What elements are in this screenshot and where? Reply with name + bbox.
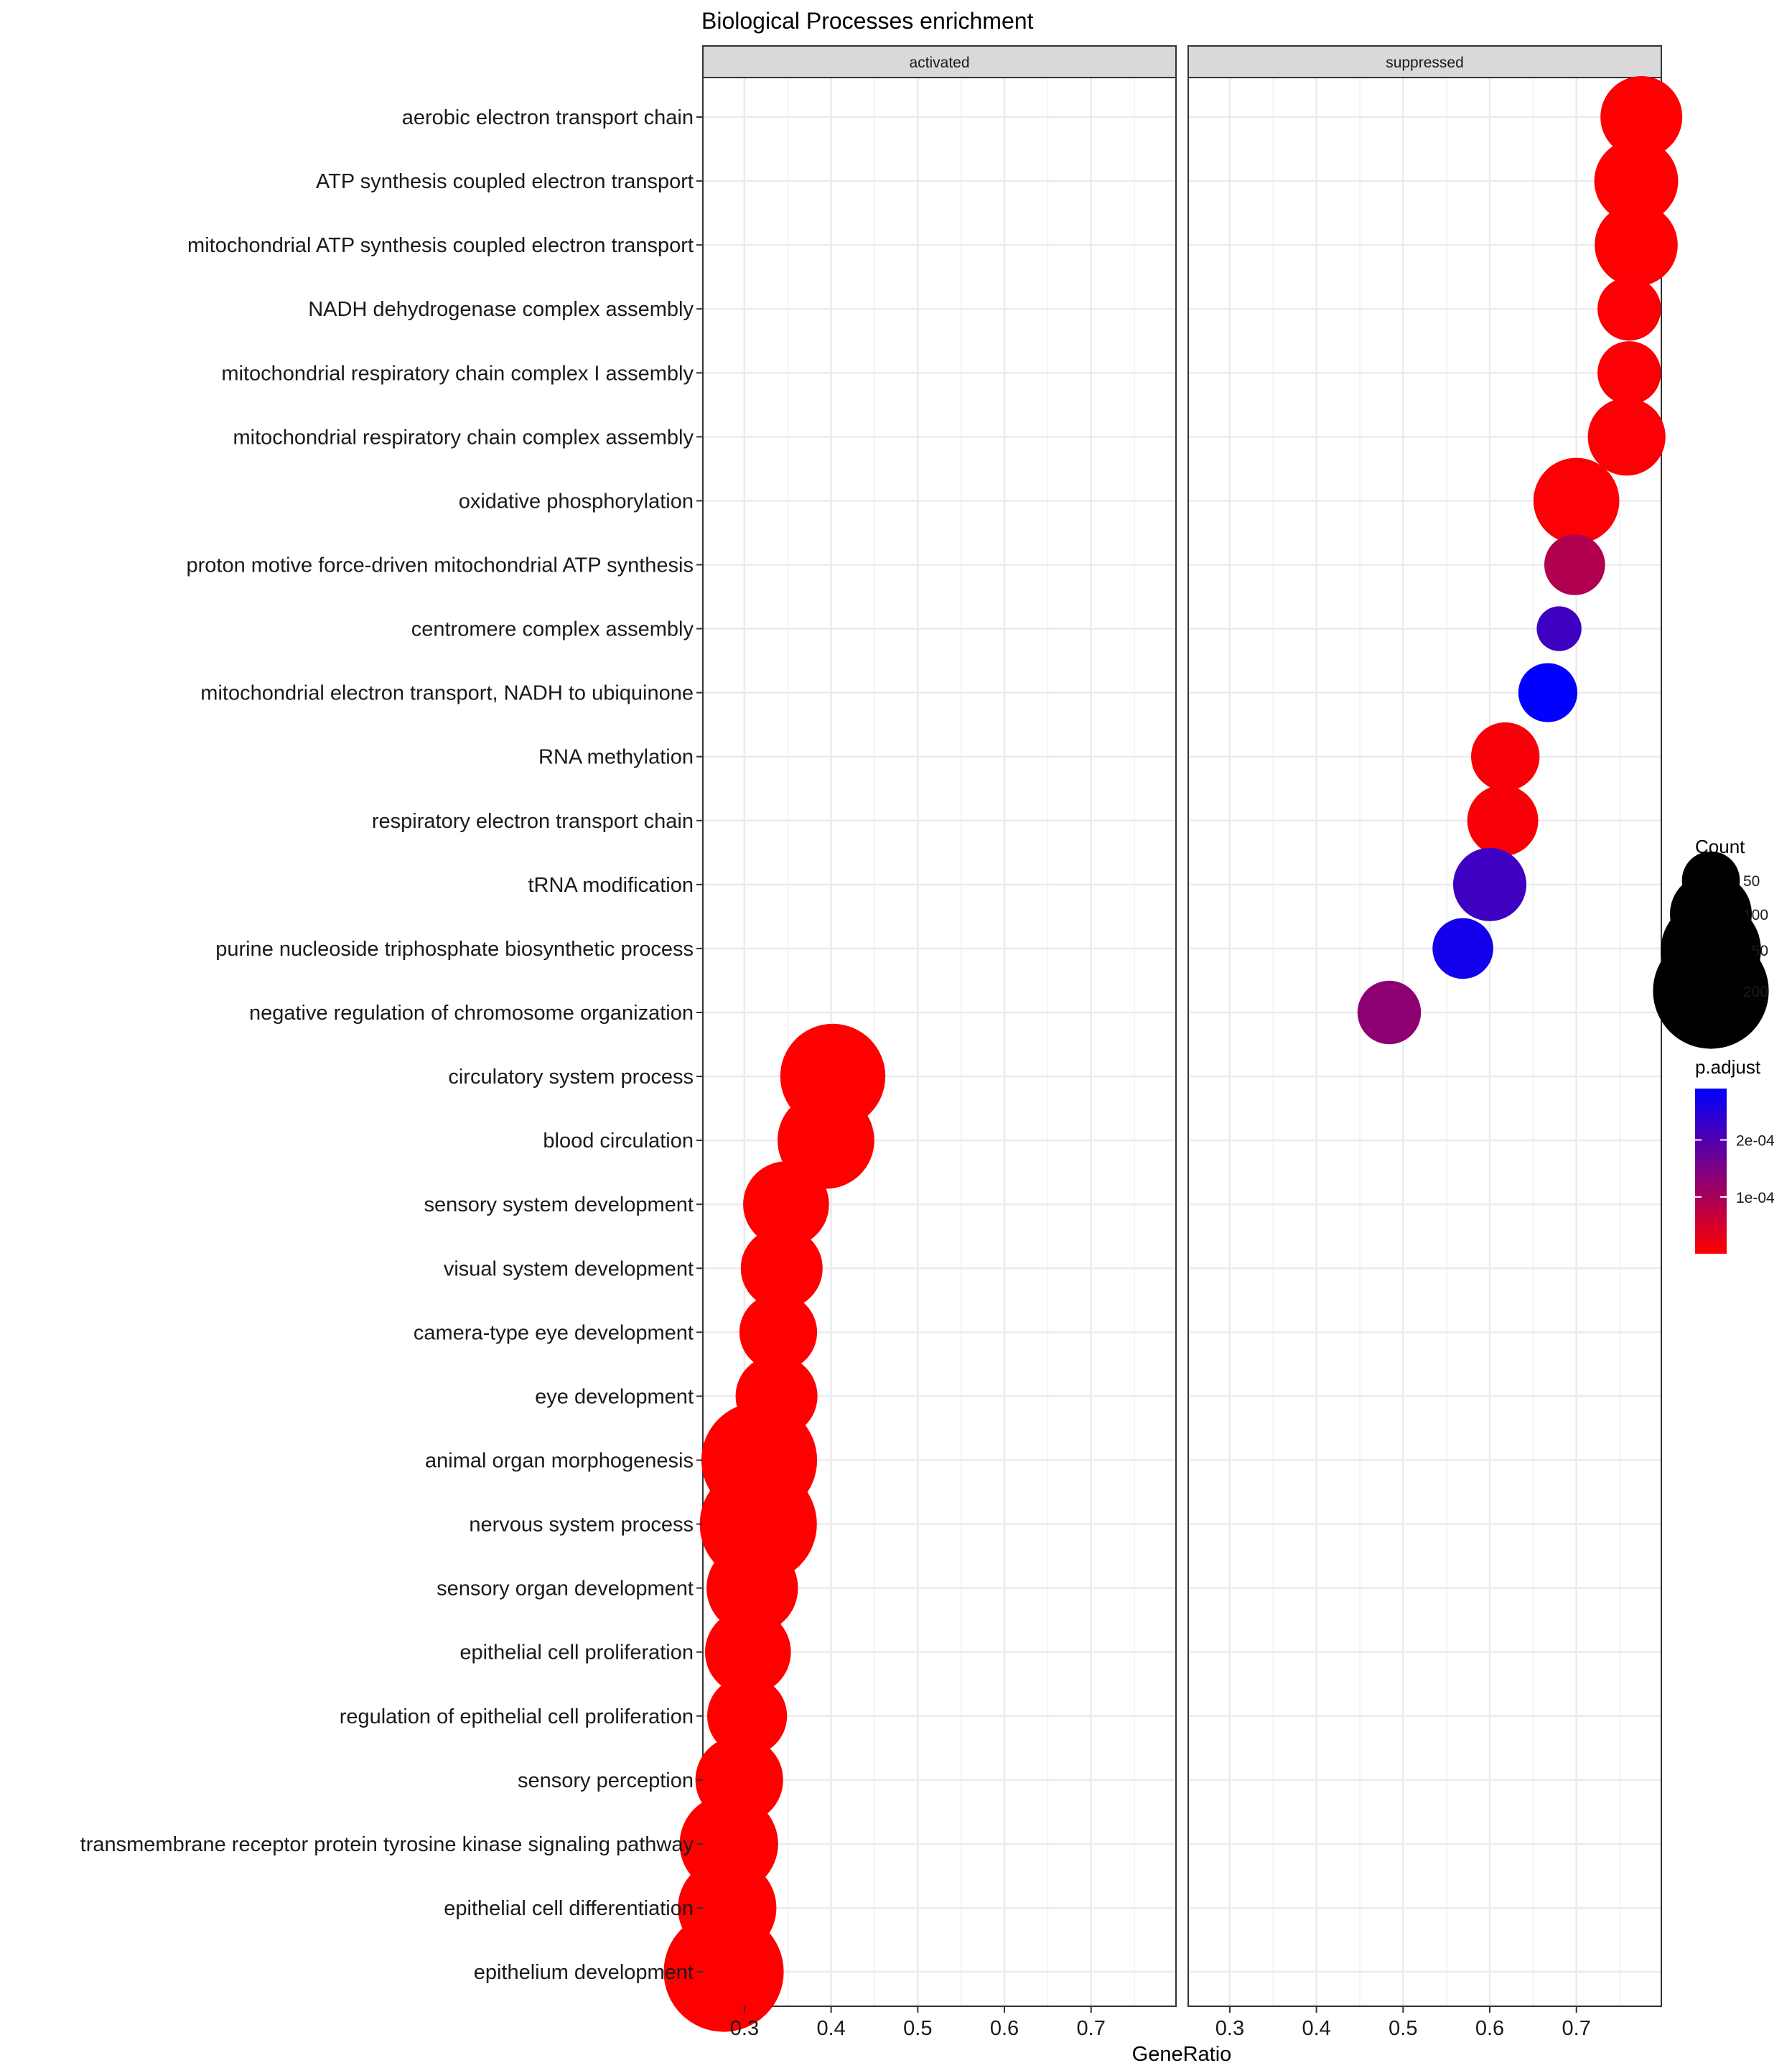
y-tick-label: camera-type eye development [414,1321,694,1344]
y-axis-labels: aerobic electron transport chain ATP synt… [80,106,703,1984]
grid-activated [703,78,1176,2006]
data-point [1432,918,1493,979]
x-tick-label: 0.4 [1302,2017,1330,2040]
y-tick-label: visual system development [444,1257,694,1280]
data-point [1536,606,1582,651]
x-tick-label: 0.5 [1389,2017,1417,2040]
data-point [1587,398,1666,476]
facet-strip-activated [702,45,1177,78]
x-axis-ticks: 0.3 0.4 0.5 0.6 0.7 0.3 0.4 0.5 0.6 0.7 [730,2006,1591,2040]
y-tick-label: sensory organ development [437,1578,694,1601]
color-legend-label: 2e-04 [1736,1133,1775,1150]
data-point [1518,663,1577,722]
x-tick-label: 0.3 [1215,2017,1244,2040]
x-tick-label: 0.3 [730,2017,759,2040]
color-legend: p.adjust 1e-04 2e-04 [1695,1056,1775,1254]
y-tick-label: oxidative phosphorylation [459,490,694,513]
data-point [1594,139,1679,223]
color-legend-label: 1e-04 [1736,1190,1775,1206]
y-tick-label: regulation of epithelial cell proliferat… [340,1705,694,1728]
x-tick-label: 0.7 [1077,2017,1106,2040]
y-tick-label: epithelial cell proliferation [459,1641,694,1664]
facet-strip-suppressed [1187,45,1662,78]
y-tick-label: tRNA modification [528,874,694,897]
data-point [663,1911,784,2032]
color-legend-title: p.adjust [1695,1056,1761,1078]
points-suppressed [1357,76,1683,1045]
y-tick-label: eye development [535,1385,694,1408]
data-point [1597,277,1661,341]
y-tick-label: centromere complex assembly [411,618,694,641]
data-point [1595,203,1678,287]
panel-border-suppressed [1187,77,1662,2007]
x-axis-label: GeneRatio [1132,2043,1232,2066]
y-tick-label: epithelium development [474,1961,694,1984]
facet-label-activated: activated [909,55,969,71]
y-tick-label: blood circulation [543,1130,694,1152]
y-tick-label: aerobic electron transport chain [402,106,694,129]
data-point [1533,457,1620,544]
color-legend-bar [1695,1089,1727,1254]
x-tick-label: 0.7 [1562,2017,1591,2040]
data-point [1471,722,1540,791]
data-point [1453,847,1526,921]
data-point [740,1227,823,1310]
y-tick-label: mitochondrial ATP synthesis coupled elec… [187,234,694,257]
data-point [739,1293,818,1371]
y-tick-label: animal organ morphogenesis [425,1449,694,1472]
y-tick-label: nervous system process [469,1514,694,1537]
grid-suppressed [1188,78,1661,2006]
size-legend-label: 50 [1743,873,1760,890]
facet-suppressed: suppressed [1187,45,1683,2007]
data-point [1357,980,1422,1045]
y-tick-label: proton motive force-driven mitochondrial… [186,554,694,577]
chart-title: Biological Processes enrichment [701,8,1034,34]
panel-background [1188,78,1661,2006]
x-tick-label: 0.4 [816,2017,845,2040]
data-point [1600,76,1683,158]
y-tick-label: purine nucleoside triphosphate biosynthe… [215,938,694,961]
size-legend-key [1653,933,1769,1049]
data-point [1467,785,1539,857]
y-tick-label: mitochondrial respiratory chain complex … [221,362,694,385]
data-point [706,1542,798,1634]
y-tick-label: negative regulation of chromosome organi… [249,1002,694,1025]
data-point [707,1676,788,1756]
y-tick-label: transmembrane receptor protein tyrosine … [80,1833,694,1856]
y-tick-label: NADH dehydrogenase complex assembly [308,298,694,321]
x-tick-label: 0.6 [990,2017,1019,2040]
y-tick-label: mitochondrial electron transport, NADH t… [200,682,694,705]
y-tick-label: mitochondrial respiratory chain complex … [233,426,694,449]
y-tick-label: sensory perception [518,1769,694,1792]
y-tick-label: epithelial cell differentiation [444,1897,694,1920]
size-legend-label: 200 [1743,984,1768,1000]
panel-border-activated [702,77,1177,2007]
points-activated [663,1023,886,2032]
x-tick-label: 0.5 [903,2017,932,2040]
x-tick-label: 0.6 [1475,2017,1504,2040]
facet-label-suppressed: suppressed [1386,55,1464,71]
y-tick-label: ATP synthesis coupled electron transport [316,170,694,193]
data-point [743,1161,829,1247]
y-tick-label: respiratory electron transport chain [372,810,694,833]
data-point [705,1608,791,1695]
data-point [1544,534,1605,595]
facet-activated: activated [663,45,1177,2032]
y-tick-label: RNA methylation [538,746,694,769]
y-tick-label: sensory system development [424,1193,694,1216]
y-tick-label: circulatory system process [448,1066,694,1089]
data-point [1597,341,1661,405]
panel-background [703,78,1176,2006]
